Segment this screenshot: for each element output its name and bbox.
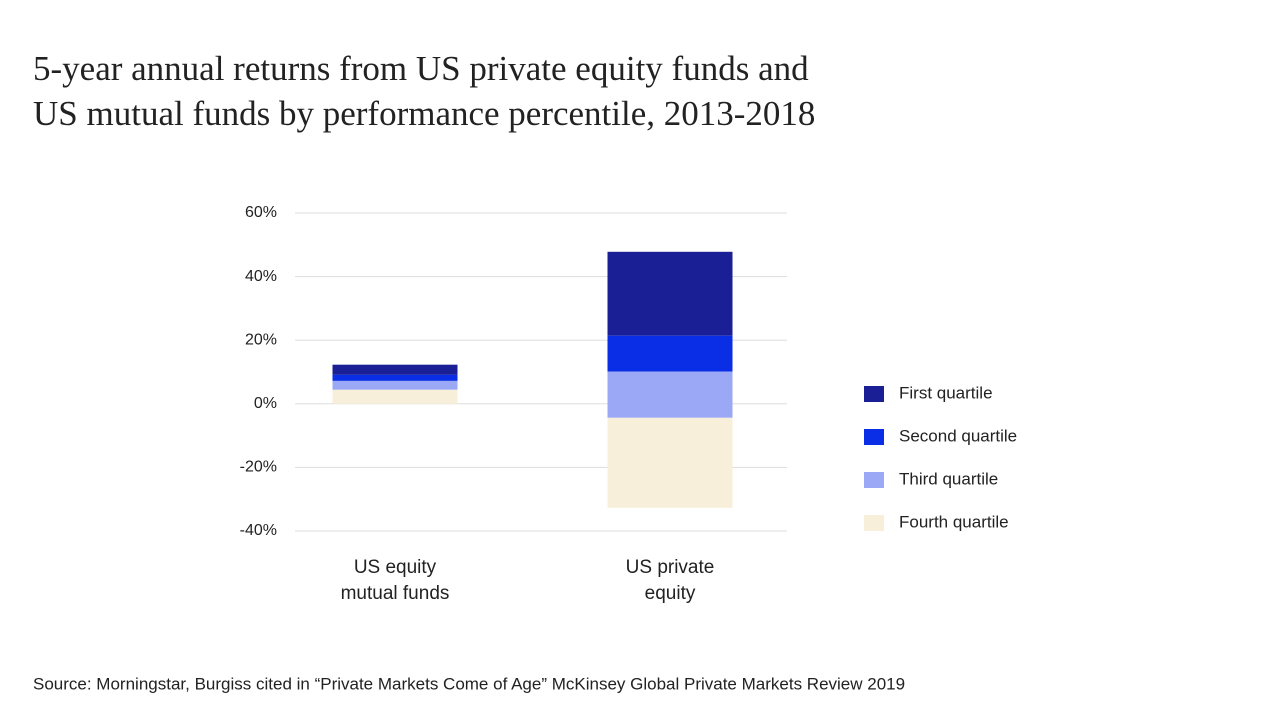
legend-swatch: [864, 515, 884, 531]
y-tick-label: 0%: [254, 395, 277, 412]
y-tick-label: -40%: [240, 522, 277, 539]
y-tick-label: 60%: [245, 204, 277, 221]
bar-segment: [607, 251, 733, 336]
x-tick-label: US private: [626, 557, 715, 578]
legend-swatch: [864, 429, 884, 445]
y-tick-label: 40%: [245, 268, 277, 285]
x-tick-label: mutual funds: [341, 583, 450, 604]
bar-segment: [607, 371, 733, 418]
bar-segment: [332, 380, 458, 390]
bar-segment: [332, 364, 458, 375]
legend-label: Second quartile: [899, 426, 1017, 445]
bar-segment: [607, 417, 733, 508]
chart-title: 5-year annual returns from US private eq…: [33, 49, 809, 88]
bar-segment: [332, 374, 458, 381]
legend-label: Third quartile: [899, 469, 998, 488]
source-note: Source: Morningstar, Burgiss cited in “P…: [33, 674, 905, 693]
bar-segment: [607, 335, 733, 372]
y-tick-label: -20%: [240, 459, 277, 476]
bar-segment: [332, 389, 458, 404]
legend-label: First quartile: [899, 383, 993, 402]
y-tick-label: 20%: [245, 331, 277, 348]
legend-swatch: [864, 386, 884, 402]
x-tick-label: equity: [645, 583, 696, 604]
chart-title: US mutual funds by performance percentil…: [33, 94, 815, 133]
legend-label: Fourth quartile: [899, 512, 1009, 531]
x-tick-label: US equity: [354, 557, 437, 578]
legend-swatch: [864, 472, 884, 488]
